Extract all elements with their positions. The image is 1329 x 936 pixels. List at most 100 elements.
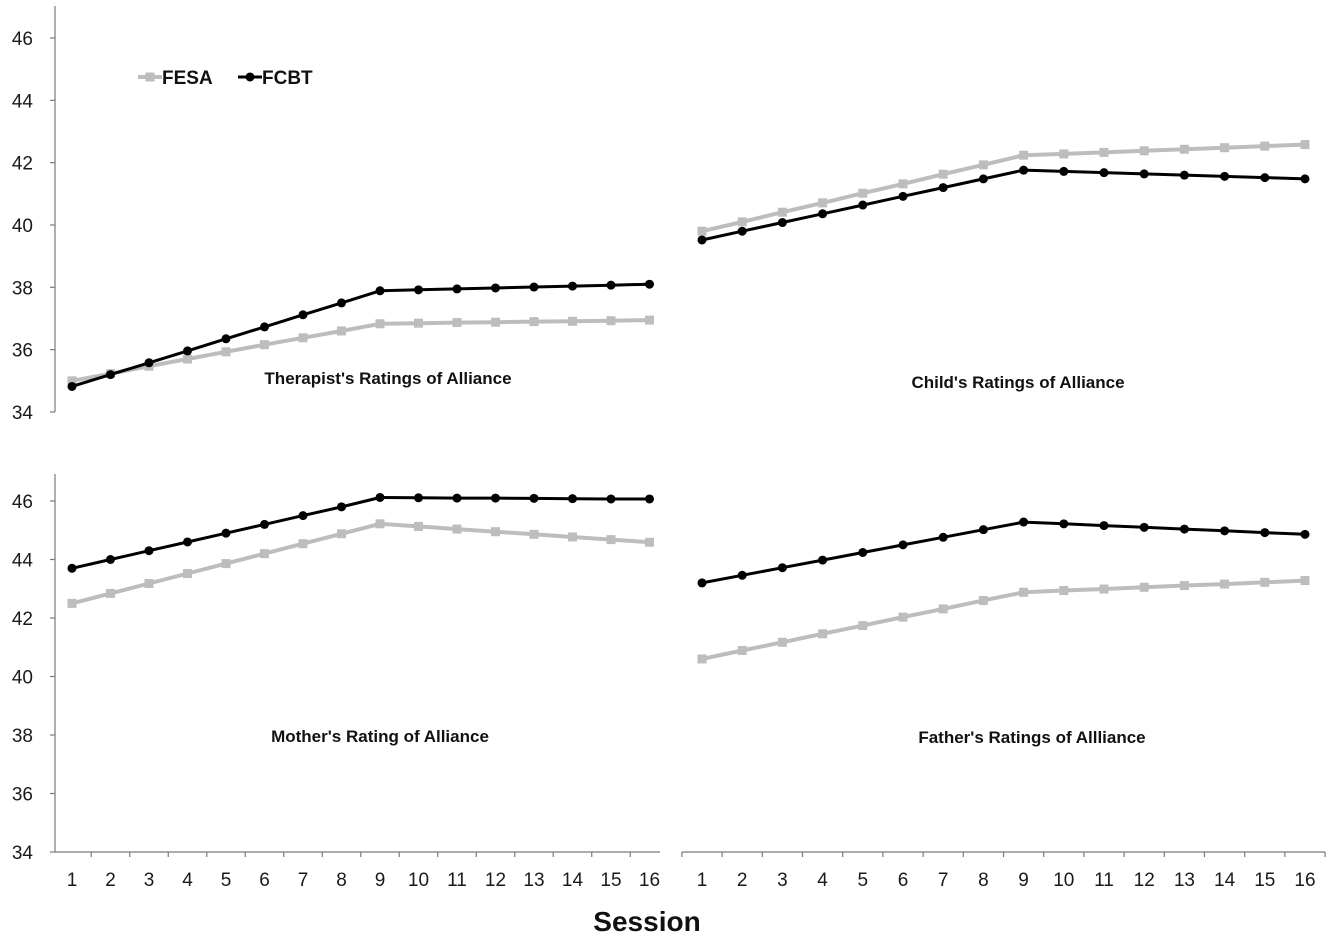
data-point-fcbt <box>529 282 539 292</box>
data-point-fesa <box>777 637 787 647</box>
x-tick-label: 5 <box>221 870 232 891</box>
data-point-fcbt <box>1260 528 1270 538</box>
data-point-fesa <box>67 376 77 386</box>
data-point-fcbt <box>529 493 539 503</box>
data-point-fcbt <box>737 226 747 236</box>
data-point-fcbt <box>67 381 77 391</box>
series-line-fcbt <box>71 496 650 570</box>
x-tick-label: 4 <box>817 870 828 891</box>
data-point-fcbt <box>260 519 269 529</box>
data-point-fesa <box>568 532 577 542</box>
data-point-fcbt <box>491 493 500 503</box>
data-point-fcbt <box>777 563 787 573</box>
x-tick-label: 15 <box>600 870 621 891</box>
data-point-fesa <box>898 179 908 189</box>
data-point-fcbt <box>1139 169 1149 179</box>
y-tick-label: 40 <box>12 216 33 237</box>
data-point-fesa <box>1099 147 1109 157</box>
data-point-fesa <box>1300 140 1310 150</box>
data-point-fcbt <box>818 209 828 219</box>
x-tick-label: 12 <box>485 870 506 891</box>
y-tick-label: 46 <box>12 492 33 513</box>
data-point-fesa <box>67 598 77 608</box>
data-point-fcbt <box>938 183 948 193</box>
series-line-fcbt <box>701 168 1306 242</box>
data-point-fesa <box>529 317 539 327</box>
data-point-fesa <box>375 519 385 529</box>
x-tick-label: 4 <box>182 870 193 891</box>
panel-title: Father's Ratings of Allliance <box>918 728 1145 747</box>
data-point-fesa <box>1260 141 1270 151</box>
x-tick-label: 6 <box>898 870 909 891</box>
data-point-fesa <box>221 559 231 569</box>
data-point-fesa <box>1220 579 1230 589</box>
data-point-fcbt <box>1300 529 1310 539</box>
data-point-fesa <box>978 595 988 605</box>
data-point-fcbt <box>568 494 577 504</box>
data-point-fesa <box>260 340 269 350</box>
data-point-fcbt <box>452 493 462 503</box>
series-line-fcbt <box>71 282 650 388</box>
data-point-fcbt <box>645 494 654 504</box>
x-tick-label: 10 <box>408 870 429 891</box>
panel-mother-s-rating-of-alliance: Mother's Rating of Alliance <box>67 492 654 746</box>
data-point-fcbt <box>1220 526 1230 536</box>
data-point-fesa <box>452 524 462 534</box>
x-tick-label: 5 <box>858 870 869 891</box>
data-point-fesa <box>337 529 346 539</box>
data-point-fcbt <box>606 494 616 504</box>
data-point-fesa <box>298 333 308 343</box>
data-point-fcbt <box>452 284 462 294</box>
legend-swatch-marker <box>245 72 255 82</box>
data-point-fesa <box>1260 577 1270 587</box>
y-tick-label: 44 <box>12 551 34 572</box>
data-point-fesa <box>337 326 346 336</box>
data-point-fcbt <box>298 511 308 521</box>
panel-child-s-ratings-of-alliance: Child's Ratings of Alliance <box>697 140 1310 392</box>
data-point-fesa <box>1059 149 1069 159</box>
data-point-fcbt <box>375 492 385 502</box>
x-tick-label: 3 <box>777 870 788 891</box>
data-point-fesa <box>1019 150 1029 160</box>
data-point-fesa <box>260 549 269 559</box>
y-tick-label: 36 <box>12 341 33 362</box>
data-point-fesa <box>645 315 654 325</box>
y-tick-label: 44 <box>12 91 34 112</box>
data-point-fcbt <box>1260 173 1270 183</box>
data-point-fesa <box>858 188 868 198</box>
data-point-fcbt <box>144 546 154 556</box>
y-tick-label: 34 <box>12 843 34 864</box>
data-point-fcbt <box>1300 174 1310 184</box>
data-point-fesa <box>938 604 948 614</box>
panel-title: Mother's Rating of Alliance <box>271 727 489 746</box>
data-point-fesa <box>1099 584 1109 594</box>
data-point-fcbt <box>1059 519 1069 529</box>
data-point-fesa <box>375 319 385 329</box>
series-line-fcbt <box>701 520 1306 585</box>
data-point-fesa <box>777 207 787 217</box>
data-point-fcbt <box>144 358 154 368</box>
x-tick-label: 8 <box>978 870 989 891</box>
data-point-fesa <box>221 347 231 357</box>
data-point-fcbt <box>697 578 707 588</box>
data-point-fcbt <box>898 191 908 201</box>
data-point-fesa <box>818 629 828 639</box>
data-point-fcbt <box>337 502 346 512</box>
data-point-fcbt <box>1099 168 1109 178</box>
x-tick-label: 13 <box>1174 870 1195 891</box>
data-point-fcbt <box>491 283 500 293</box>
data-point-fcbt <box>183 346 192 356</box>
x-tick-label: 16 <box>639 870 660 891</box>
data-point-fcbt <box>858 200 868 210</box>
data-point-fesa <box>491 527 500 537</box>
data-point-fesa <box>1300 576 1310 586</box>
data-point-fesa <box>1179 144 1189 154</box>
data-point-fcbt <box>1179 524 1189 534</box>
data-point-fcbt <box>221 528 231 538</box>
x-tick-label: 9 <box>375 870 386 891</box>
y-tick-label: 42 <box>12 609 33 630</box>
y-tick-label: 42 <box>12 154 33 175</box>
data-point-fesa <box>1059 586 1069 596</box>
data-point-fesa <box>491 317 500 327</box>
